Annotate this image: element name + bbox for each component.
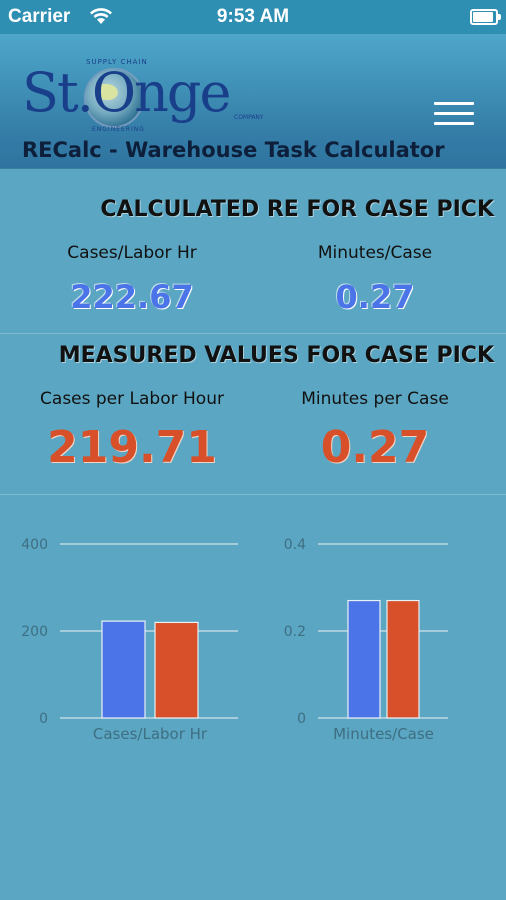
y-tick-label: 400 — [21, 537, 48, 553]
logo-ring-bottom: ENGINEERING — [92, 126, 145, 133]
calculated-minutes-label: Minutes/Case — [317, 243, 433, 263]
cases-bar-chart: 0 200 400 Cases/Labor Hr — [21, 537, 238, 743]
bar-calculated — [347, 599, 381, 719]
app-title: RECalc - Warehouse Task Calculator — [22, 138, 445, 162]
status-bar: Carrier 9:53 AM — [0, 0, 506, 34]
wifi-icon — [88, 6, 114, 32]
calculated-cases-label: Cases/Labor Hr — [67, 243, 197, 263]
measured-minutes-label: Minutes per Case — [301, 389, 449, 409]
battery-icon — [470, 9, 501, 25]
section-divider — [0, 333, 506, 334]
bar-measured — [154, 621, 199, 719]
section-divider — [0, 494, 506, 495]
y-tick-label: 0.4 — [284, 537, 306, 553]
logo-ring-top: SUPPLY CHAIN — [86, 58, 148, 66]
calculated-section-title: CALCULATED RE FOR CASE PICK — [100, 197, 494, 222]
logo-company: COMPANY — [234, 114, 264, 121]
x-category-label: Cases/Labor Hr — [93, 725, 208, 743]
calculated-minutes-value: 0.27 — [335, 278, 415, 316]
logo-text: St.Onge — [22, 61, 231, 124]
measured-cases-value: 219.71 — [47, 422, 217, 473]
measured-minutes-value: 0.27 — [320, 422, 430, 473]
y-tick-label: 0.2 — [284, 624, 306, 640]
bar-calculated — [101, 620, 146, 719]
minutes-bar-chart: 0 0.2 0.4 Minutes/Case — [284, 537, 448, 743]
x-category-label: Minutes/Case — [333, 725, 434, 743]
st-onge-logo: St.Onge SUPPLY CHAIN ENGINEERING COMPANY — [22, 56, 264, 146]
measured-section-title: MEASURED VALUES FOR CASE PICK — [58, 343, 494, 368]
clock: 9:53 AM — [216, 6, 290, 27]
y-tick-label: 0 — [39, 711, 48, 727]
app-header: St.Onge SUPPLY CHAIN ENGINEERING COMPANY — [0, 34, 506, 169]
hamburger-menu-icon[interactable] — [434, 102, 474, 128]
measured-cases-label: Cases per Labor Hour — [40, 389, 224, 409]
y-tick-label: 200 — [21, 624, 48, 640]
bar-measured — [386, 599, 420, 719]
carrier-label: Carrier — [8, 6, 71, 27]
y-tick-label: 0 — [297, 711, 306, 727]
calculated-cases-value: 222.67 — [70, 278, 194, 316]
